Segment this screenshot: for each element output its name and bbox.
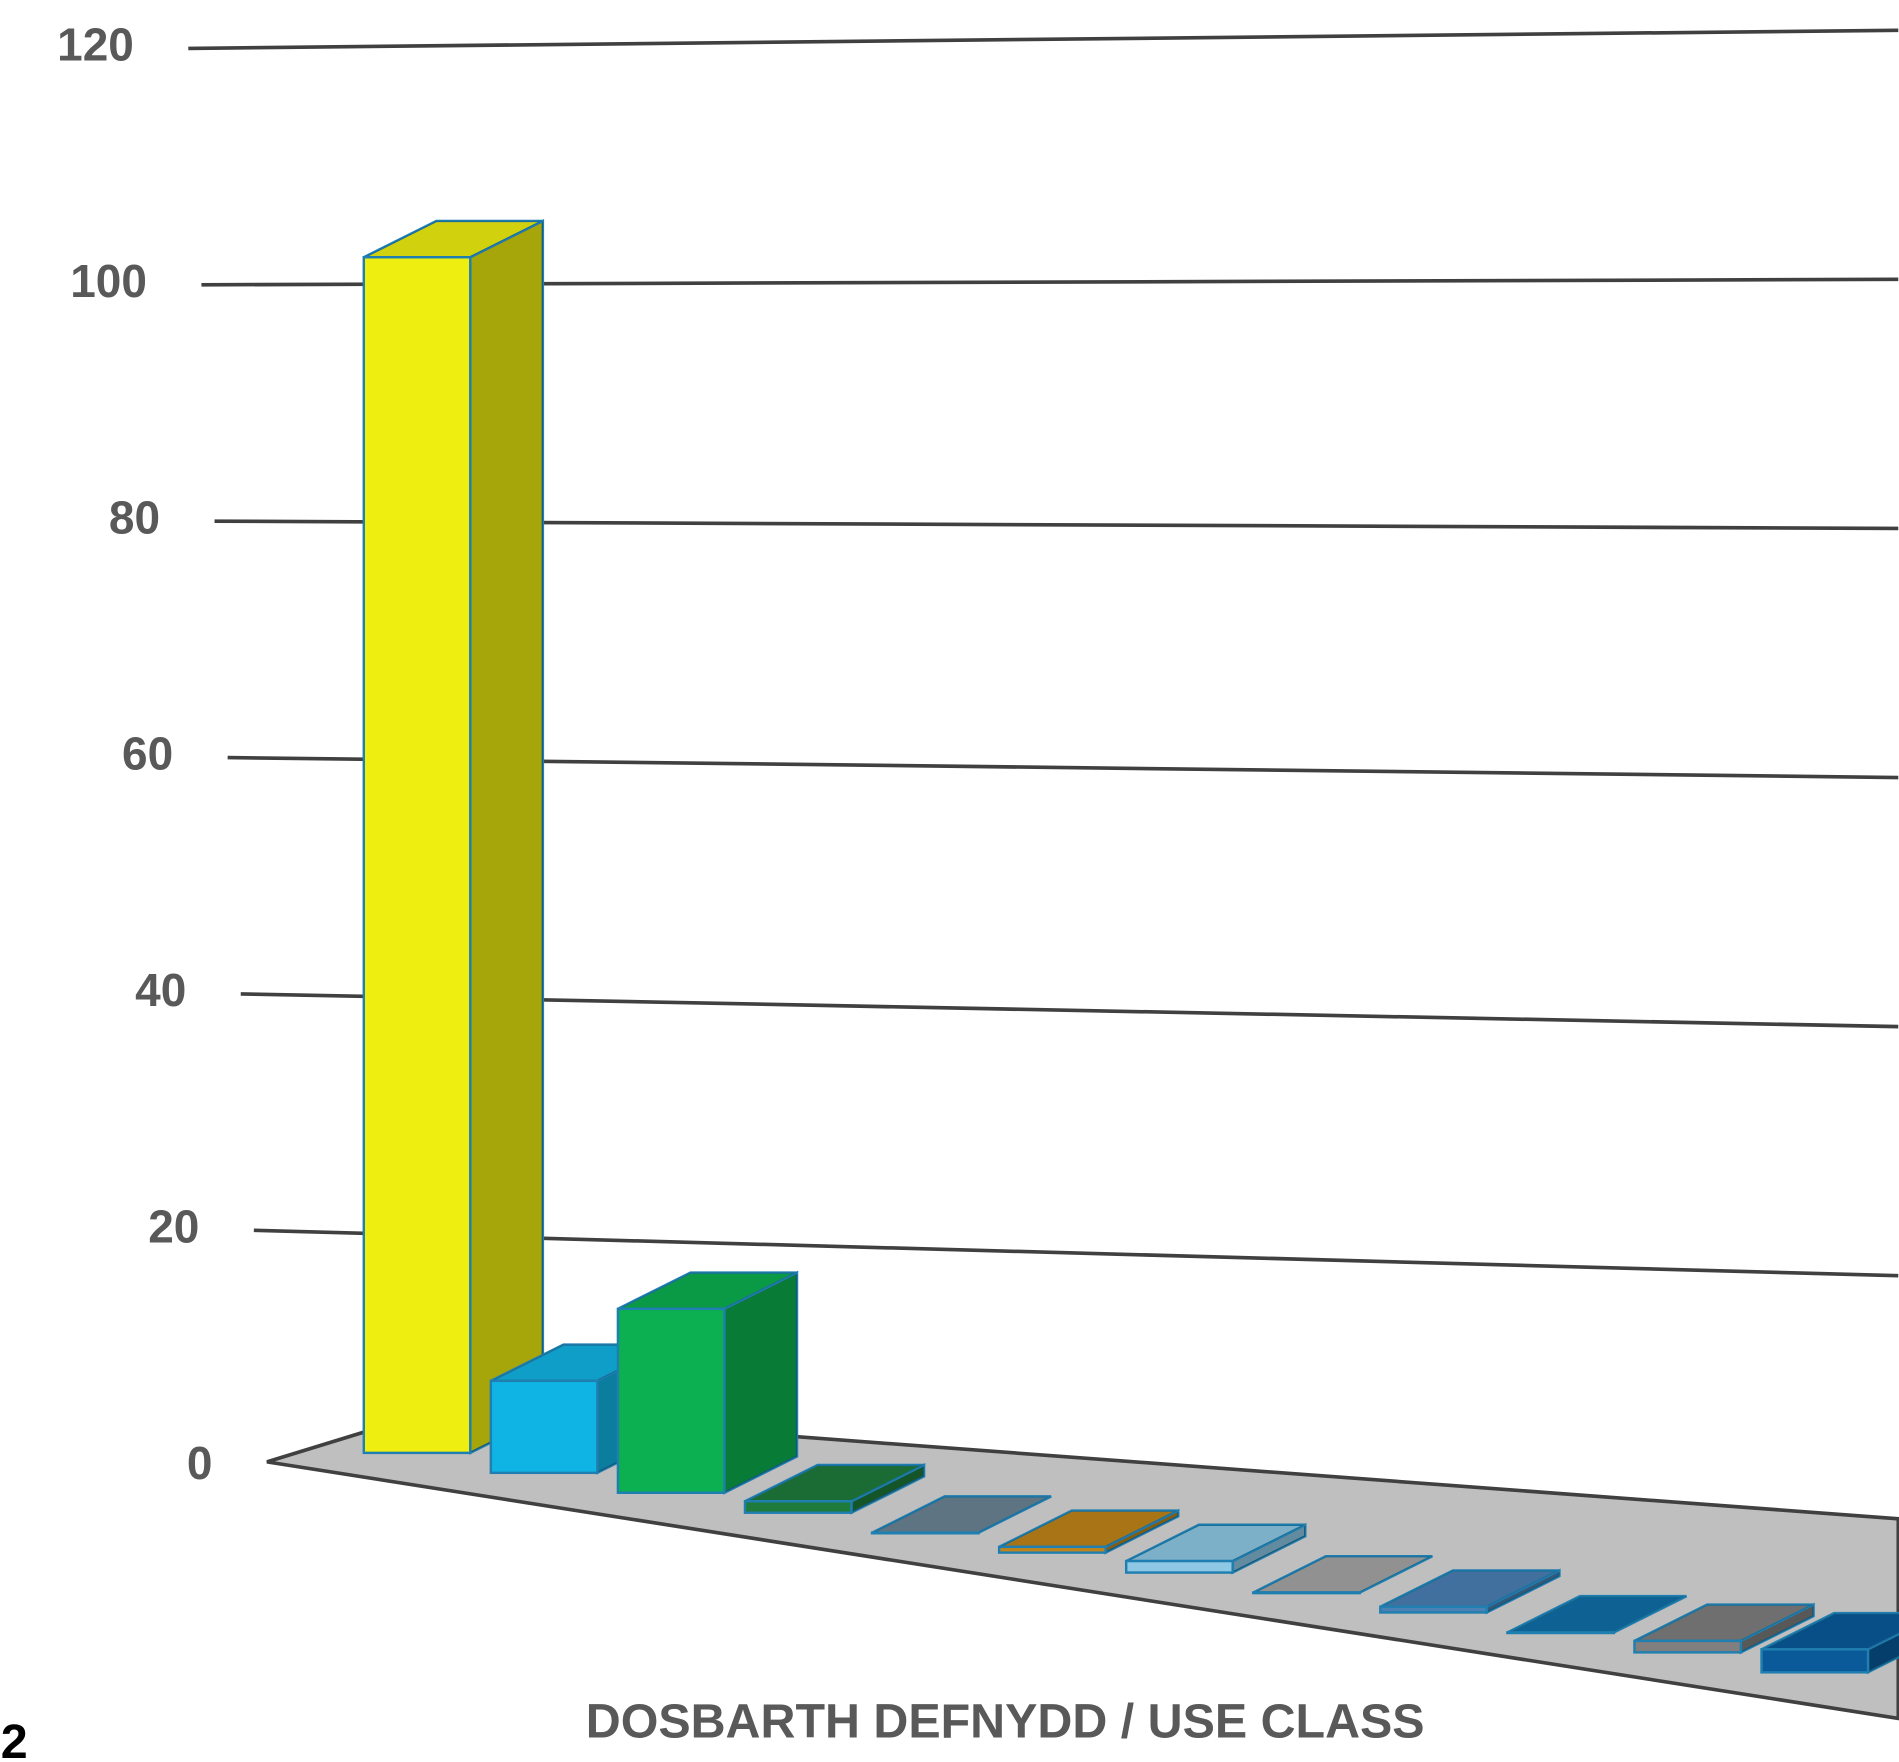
bar-top-shade [999, 1510, 1179, 1547]
x-axis-title: DOSBARTH DEFNYDD / USE CLASS [586, 1694, 1425, 1748]
y-tick-label: 80 [109, 491, 160, 543]
bar-side-shade [851, 1464, 925, 1513]
bar-side-shade [1105, 1510, 1179, 1553]
bar [489, 1379, 599, 1475]
y-tick-label: 40 [135, 964, 186, 1016]
bar-side-shade [1868, 1633, 1899, 1673]
bar-side-shade [724, 1272, 798, 1493]
bar [1506, 1631, 1616, 1635]
bar [362, 256, 472, 1455]
bar-top-shade [1380, 1570, 1560, 1607]
bar-side-shade [470, 220, 543, 1453]
bar-top-shade [872, 1496, 1052, 1533]
bar-top-shade [617, 1272, 798, 1309]
bar [1252, 1591, 1361, 1595]
bar-top-shade [1634, 1604, 1814, 1641]
bar-side-shade [1232, 1524, 1306, 1573]
y-tick-label: 120 [57, 19, 134, 71]
bar-side-shade [1486, 1570, 1560, 1613]
bar-top-shade [1126, 1524, 1306, 1562]
grid-line [188, 28, 1899, 51]
bar [1633, 1639, 1743, 1654]
bar-top-shade [1507, 1596, 1687, 1633]
y-tick-label: 0 [187, 1437, 213, 1489]
bar-top-shade [744, 1464, 925, 1502]
bar [616, 1307, 726, 1494]
bar [870, 1531, 980, 1535]
bar-top-shade [1761, 1613, 1899, 1650]
bar [743, 1500, 853, 1514]
annotation: 2 [1, 1715, 28, 1762]
bar-side-shade [1740, 1604, 1814, 1653]
bar [997, 1545, 1107, 1554]
bar [1124, 1559, 1234, 1574]
y-tick-label: 20 [148, 1200, 199, 1252]
y-tick-label: 60 [122, 728, 173, 780]
bar [1760, 1648, 1870, 1674]
bar [1379, 1605, 1489, 1614]
y-tick-label: 100 [70, 255, 147, 307]
bar-top-shade [1253, 1556, 1433, 1593]
bar-top-shade [363, 220, 543, 258]
